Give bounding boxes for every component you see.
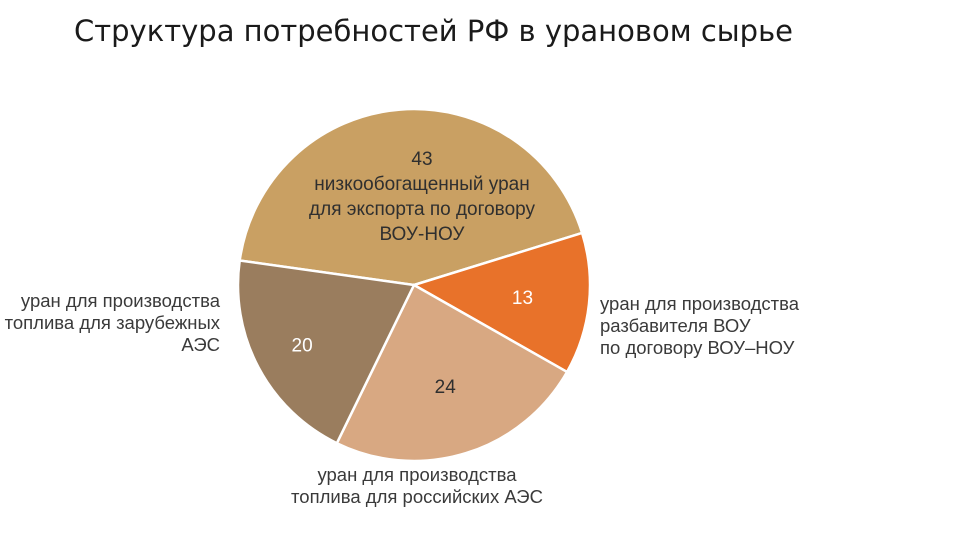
slice-value-label: 43 xyxy=(411,149,432,170)
slice-label-line: уран для производства xyxy=(600,293,800,314)
slice-label-russian-npp: уран для производства топлива для россий… xyxy=(272,464,562,508)
slice-label-line: уран для производства xyxy=(317,464,517,485)
slice-label-line: разбавителя ВОУ xyxy=(600,315,751,336)
slice-label-line: топлива для российских АЭС xyxy=(291,486,543,507)
slice-value-label: 20 xyxy=(292,335,313,356)
slice-value-label: 24 xyxy=(435,377,457,398)
slice-value-label: 13 xyxy=(512,288,533,309)
pie-inner-labels: 43 низкообогащенный уран для экспорта по д… xyxy=(292,149,536,398)
slice-inner-label-line: низкообогащенный уран xyxy=(314,174,529,195)
slice-label-foreign-npp: уран для производства топлива для зарубе… xyxy=(5,290,220,356)
slice-russian-npp xyxy=(335,283,569,463)
slice-label-heu-diluent: уран для производства разбавителя ВОУ по… xyxy=(600,293,799,359)
slice-label-line: АЭС xyxy=(181,334,220,355)
slice-heu-diluent xyxy=(410,231,592,374)
page-title: Структура потребностей РФ в урановом сыр… xyxy=(74,14,793,48)
slice-foreign-npp xyxy=(236,259,416,445)
slice-inner-label-line: ВОУ-НОУ xyxy=(380,224,466,245)
slice-label-line: топлива для зарубежных xyxy=(4,312,220,333)
slice-label-line: по договору ВОУ–НОУ xyxy=(600,337,795,358)
slice-export-leu xyxy=(238,107,584,287)
slice-label-line: уран для производства xyxy=(20,290,220,311)
slice-inner-label-line: для экспорта по договору xyxy=(309,199,535,220)
pie-slices xyxy=(236,107,592,463)
